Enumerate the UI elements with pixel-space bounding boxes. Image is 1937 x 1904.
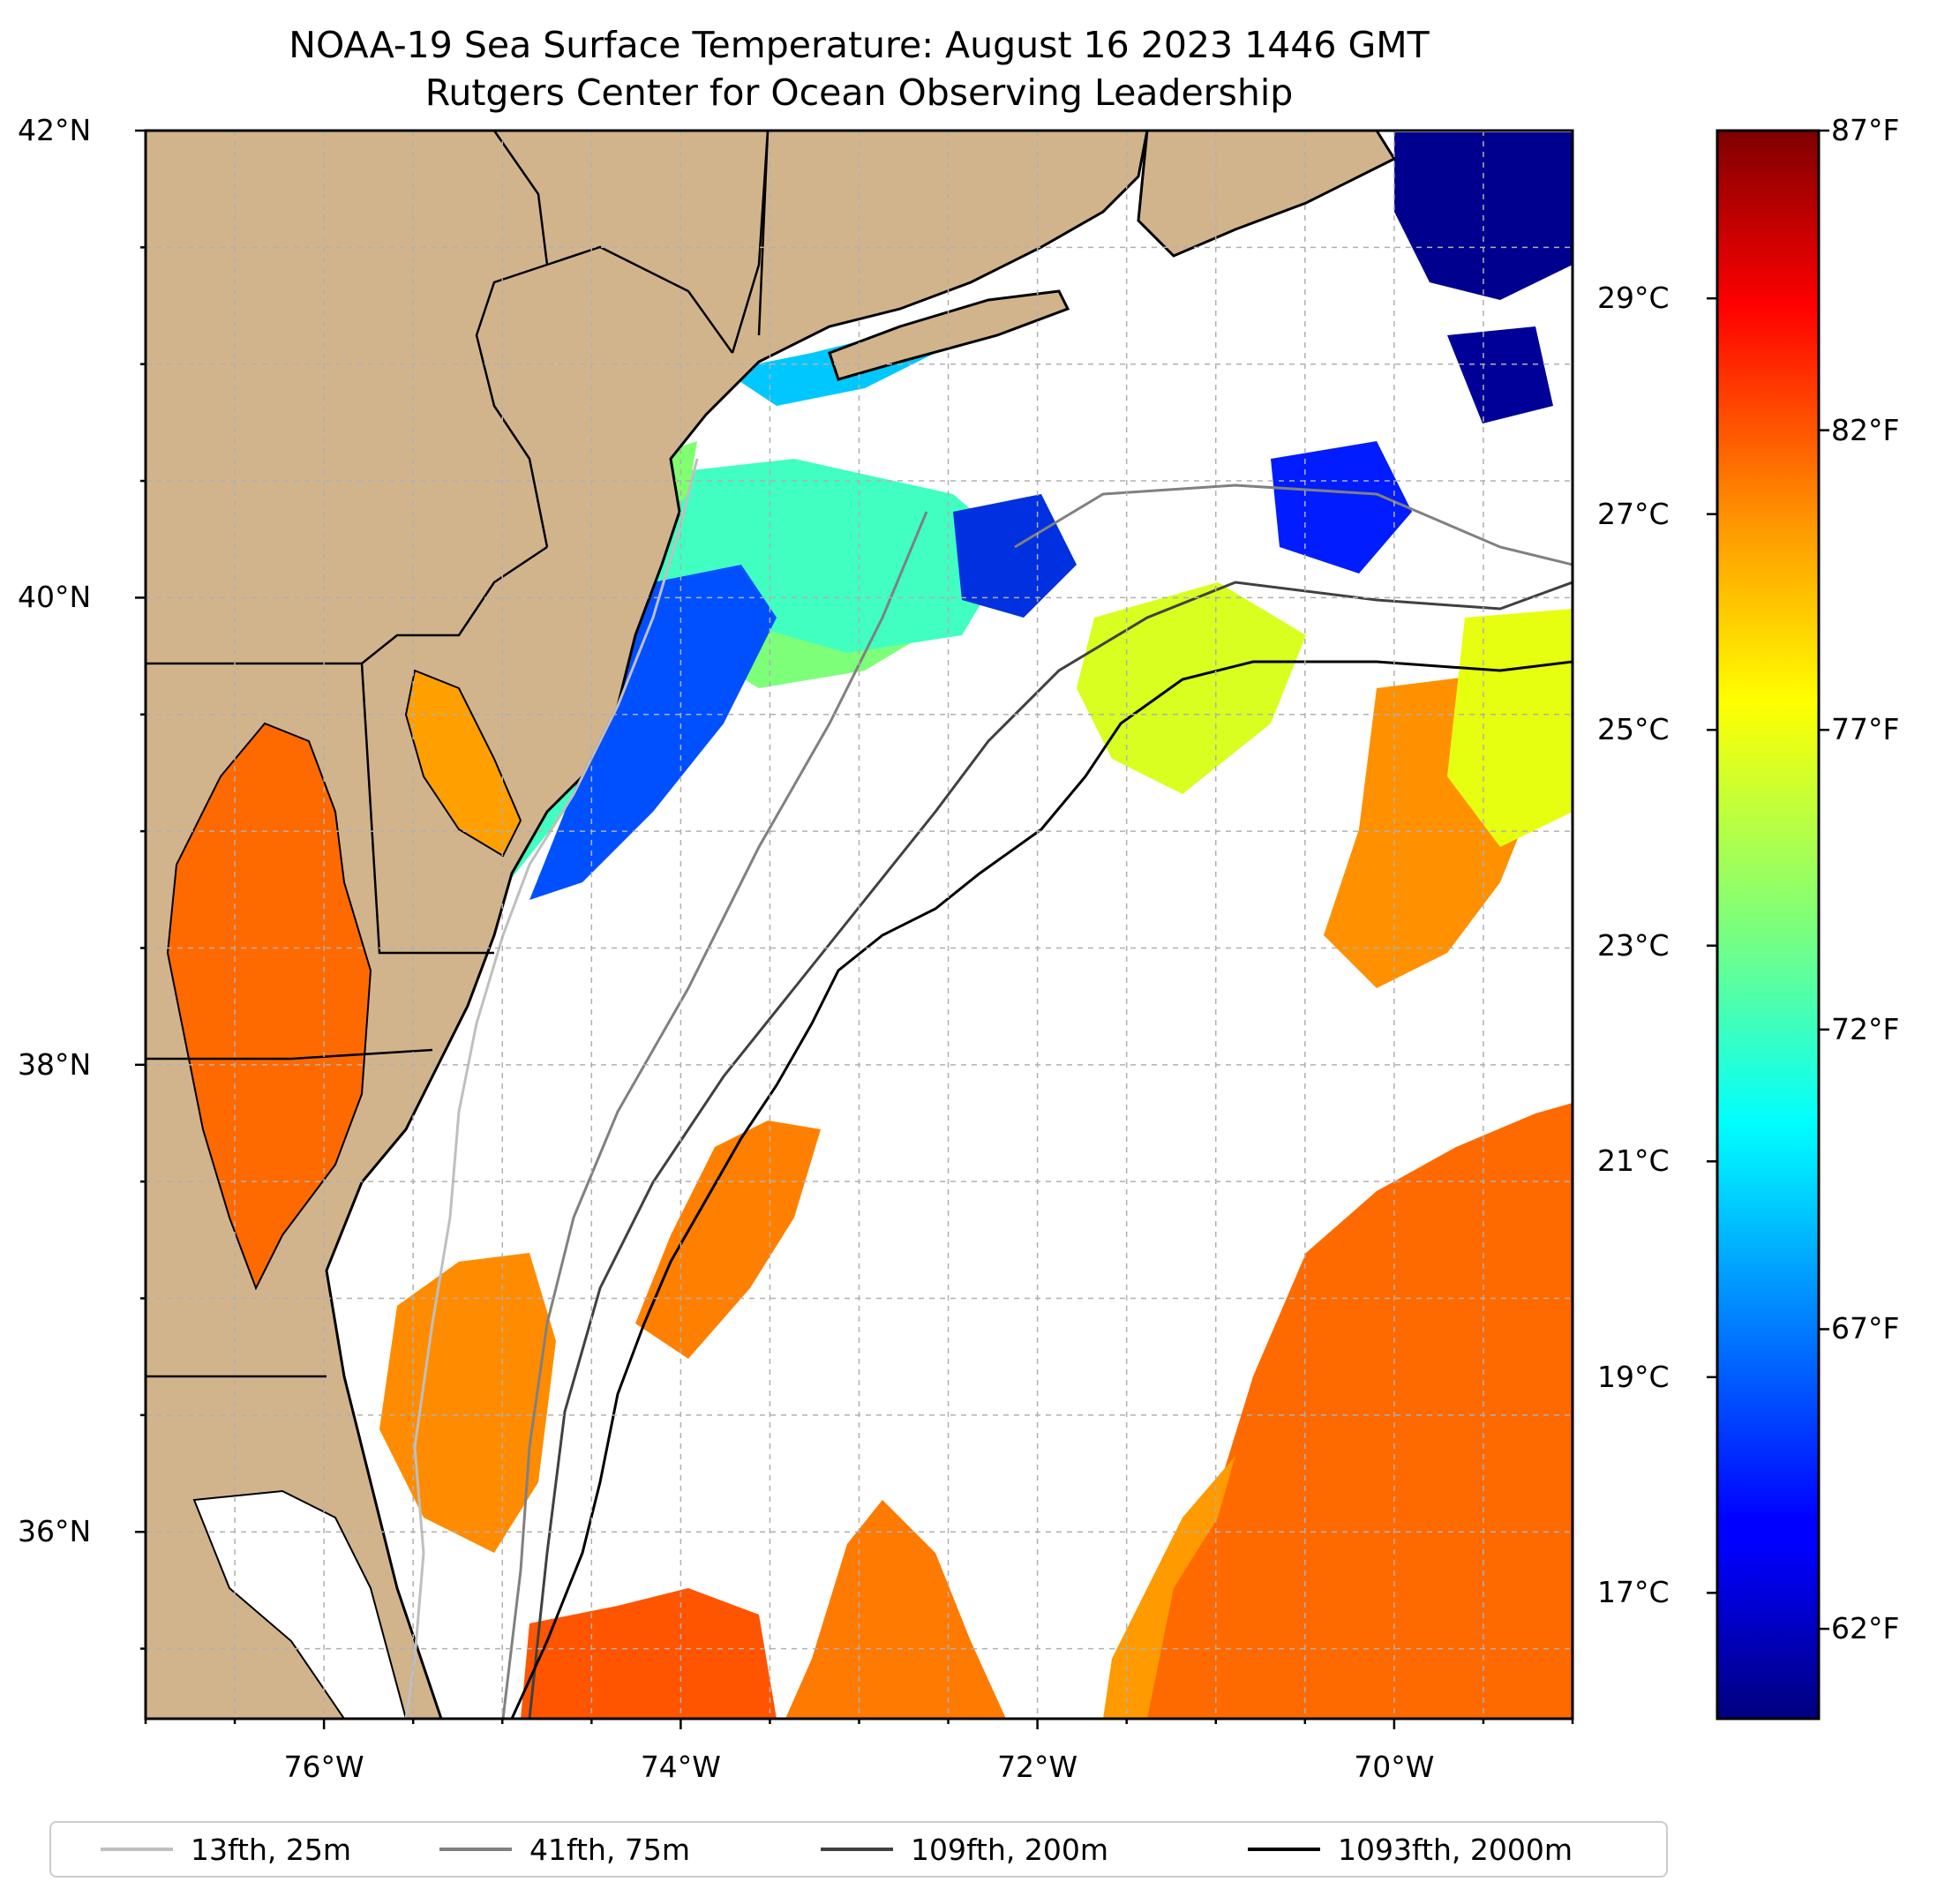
- axis-tick-marks: [135, 129, 1574, 1729]
- legend-label: 109fth, 200m: [911, 1832, 1108, 1867]
- legend-item-2000m: 1093fth, 2000m: [1248, 1823, 1573, 1876]
- lat-tick-label: 40°N: [18, 580, 92, 615]
- colorbar-celsius-label: 25°C: [1597, 712, 1670, 747]
- land-mainland: [146, 131, 1149, 1719]
- map-plot-area: [146, 131, 1573, 1719]
- contour-2000m: [510, 660, 1573, 1719]
- map-subtitle: Rutgers Center for Ocean Observing Leade…: [424, 71, 1294, 114]
- colorbar-celsius-label: 29°C: [1597, 281, 1670, 316]
- water-chesapeake: [166, 722, 372, 1291]
- sst-patch-yellow-mid: [1077, 582, 1306, 794]
- sst-patch-navy-georges: [1447, 326, 1553, 424]
- land-layer: [146, 131, 1397, 1719]
- sst-patch-warm-offshore: [635, 1121, 821, 1359]
- colorbar-celsius-label: 19°C: [1597, 1359, 1670, 1394]
- contour-75m: [501, 511, 928, 1719]
- lon-tick-label: 74°W: [640, 1750, 721, 1784]
- legend-item-75m: 41fth, 75m: [439, 1823, 690, 1876]
- colorbar-tick-marks: [1707, 129, 1829, 1630]
- sst-patch-blue-jersey: [529, 565, 777, 900]
- legend-swatch: [101, 1848, 173, 1851]
- lon-tick-label: 72°W: [997, 1750, 1078, 1784]
- colorbar-fahrenheit-label: 77°F: [1831, 712, 1900, 747]
- sst-patch-warm-carolina: [379, 1253, 556, 1553]
- legend-label: 1093fth, 2000m: [1338, 1832, 1573, 1867]
- legend-item-25m: 13fth, 25m: [101, 1823, 351, 1876]
- lon-tick-label: 76°W: [283, 1750, 364, 1784]
- colorbar-fahrenheit-label: 72°F: [1831, 1011, 1900, 1046]
- contour-200m: [528, 581, 1573, 1719]
- sst-patch-warm-southeast: [1134, 1103, 1573, 1719]
- legend-label: 41fth, 75m: [529, 1832, 690, 1867]
- legend-swatch: [1248, 1848, 1320, 1851]
- water-albemarle-sound: [192, 1489, 408, 1719]
- legend-label: 13fth, 25m: [191, 1832, 351, 1867]
- sst-patch-warm-south-2: [785, 1500, 1006, 1719]
- lon-tick-label: 70°W: [1354, 1750, 1435, 1784]
- lat-tick-label: 36°N: [18, 1514, 92, 1549]
- state-borders: [146, 131, 770, 1378]
- colorbar-celsius-label: 27°C: [1597, 496, 1670, 531]
- bathymetry-contours: [404, 458, 1573, 1719]
- colorbar-celsius-label: 21°C: [1597, 1143, 1670, 1179]
- legend-swatch: [821, 1848, 893, 1851]
- contour-75m-north: [1014, 483, 1573, 566]
- map-gridlines: [146, 131, 1573, 1719]
- colorbar-fahrenheit-label: 87°F: [1831, 113, 1900, 147]
- colorbar-fahrenheit-label: 67°F: [1831, 1311, 1900, 1346]
- colorbar-celsius-label: 23°C: [1597, 927, 1670, 963]
- colorbar-celsius-label: 17°C: [1597, 1575, 1670, 1610]
- legend-swatch: [439, 1848, 512, 1851]
- sst-patch-blue-northeast: [1271, 441, 1412, 573]
- legend-item-200m: 109fth, 200m: [821, 1823, 1108, 1876]
- sst-patch-warm-southeast-edge: [1103, 1456, 1235, 1719]
- contour-25m: [404, 458, 699, 1719]
- land-cape-cod: [1137, 131, 1397, 258]
- colorbar-fahrenheit-label: 82°F: [1831, 412, 1900, 447]
- colorbar-fahrenheit-label: 62°F: [1831, 1611, 1900, 1646]
- map-title: NOAA-19 Sea Surface Temperature: August …: [289, 24, 1430, 66]
- sst-patch-blue-shelf-2: [953, 494, 1077, 618]
- colorbar: [1716, 129, 1821, 1720]
- lat-tick-label: 42°N: [18, 113, 92, 147]
- contour-legend: 13fth, 25m 41fth, 75m 109fth, 200m 1093f…: [49, 1821, 1668, 1878]
- lat-tick-label: 38°N: [18, 1046, 92, 1082]
- sst-patch-warm-south: [521, 1588, 777, 1719]
